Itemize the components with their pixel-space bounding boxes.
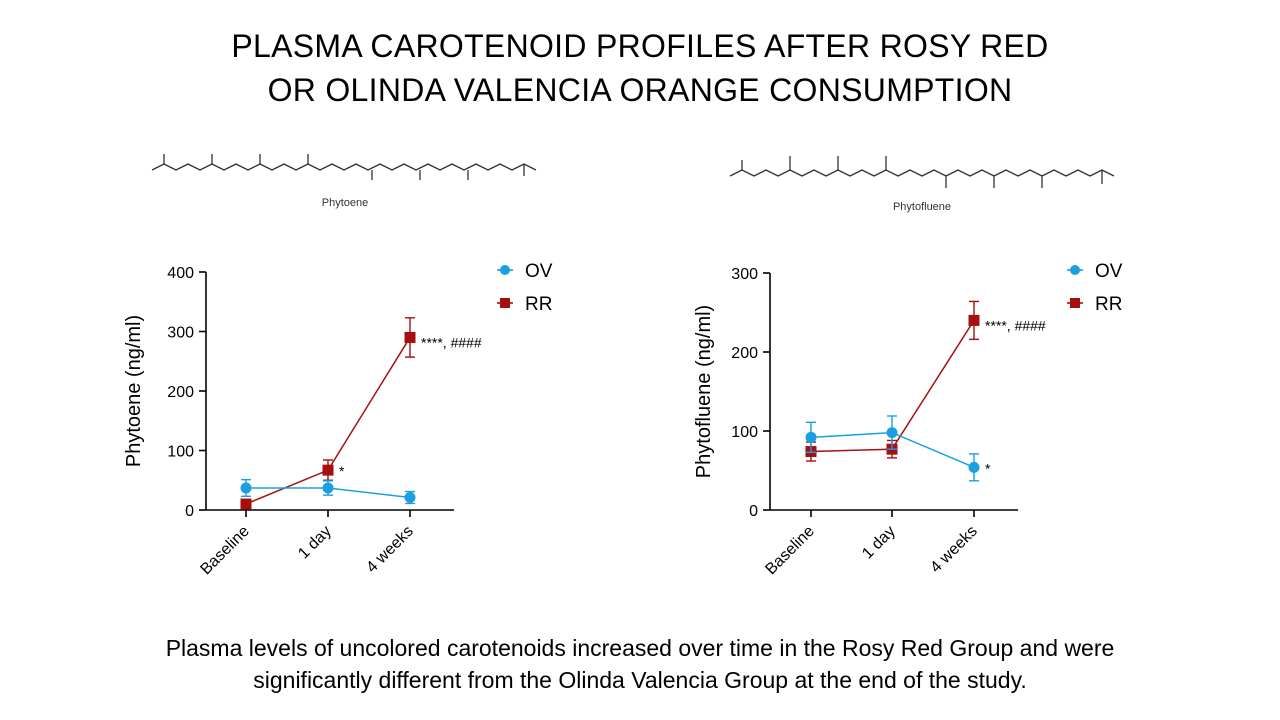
phytofluene-legend-ov-label: OV <box>1095 261 1123 282</box>
phytofluene-x-tick-label: Baseline <box>762 523 817 578</box>
phytofluene-legend-ov-marker <box>1070 265 1080 275</box>
phytofluene-x-tick-label: 1 day <box>859 523 899 563</box>
phytoene-molecule-structure: Phytoene <box>151 154 537 209</box>
phytoene-rr-point <box>240 498 252 510</box>
slide-title: PLASMA CAROTENOID PROFILES AFTER ROSY RE… <box>0 24 1280 112</box>
phytoene-panel: Phytoene 0 100 200 300 400 Baseline 1 day 4 wee… <box>100 140 620 620</box>
phytofluene-legend-rr-label: RR <box>1095 294 1122 315</box>
phytofluene-significance-annotation: ****, #### <box>985 317 1046 333</box>
phytoene-plot: 0 100 200 300 400 Baseline 1 day 4 weeks Phytoen… <box>123 261 553 578</box>
phytofluene-x-tick-label: 4 weeks <box>927 523 981 577</box>
phytoene-molecule-label: Phytoene <box>322 197 368 209</box>
phytoene-ov-point <box>322 482 334 494</box>
phytoene-x-tick-label: 4 weeks <box>363 523 417 577</box>
phytofluene-y-tick-label: 0 <box>749 503 758 520</box>
phytoene-legend-ov-marker <box>500 265 510 275</box>
title-line-2: OR OLINDA VALENCIA ORANGE CONSUMPTION <box>267 72 1013 108</box>
phytoene-rr-point <box>404 331 416 343</box>
phytoene-rr-point <box>322 464 334 476</box>
phytofluene-ov-point <box>968 461 980 473</box>
phytofluene-molecule-structure: Phytofluene <box>729 156 1115 213</box>
phytofluene-y-axis-label: Phytofluene (ng/ml) <box>693 305 715 478</box>
phytoene-x-tick-label: 1 day <box>295 523 335 563</box>
phytoene-significance-annotation: * <box>339 463 345 479</box>
caption-line-2: significantly different from the Olinda … <box>253 667 1027 693</box>
caption-line-1: Plasma levels of uncolored carotenoids i… <box>165 635 1115 661</box>
phytofluene-y-tick-label: 100 <box>731 424 758 441</box>
slide-caption: Plasma levels of uncolored carotenoids i… <box>0 632 1280 696</box>
phytoene-legend-rr-label: RR <box>525 294 552 315</box>
phytofluene-molecule-label: Phytofluene <box>893 201 951 213</box>
phytofluene-significance-annotation: * <box>985 460 991 476</box>
phytoene-legend-ov-label: OV <box>525 261 553 282</box>
phytofluene-y-tick-label: 300 <box>731 266 758 283</box>
phytoene-chart: Phytoene 0 100 200 300 400 Baseline 1 day 4 wee… <box>123 154 553 578</box>
phytofluene-y-tick-label: 200 <box>731 345 758 362</box>
phytofluene-ov-point <box>886 427 898 439</box>
phytofluene-ov-point <box>805 431 817 443</box>
phytofluene-legend-rr-marker <box>1070 298 1080 308</box>
phytofluene-chart: Phytofluene 0 100 200 300 Baseline 1 day 4 wee… <box>693 156 1123 578</box>
phytoene-legend-rr-marker <box>500 298 510 308</box>
phytoene-significance-annotation: ****, #### <box>421 334 482 350</box>
phytoene-x-tick-label: Baseline <box>197 523 252 578</box>
phytoene-y-tick-label: 200 <box>167 384 194 401</box>
phytofluene-rr-point <box>968 314 980 326</box>
phytofluene-plot: 0 100 200 300 Baseline 1 day 4 weeks Phytofluen… <box>693 261 1123 578</box>
phytoene-y-tick-label: 400 <box>167 265 194 282</box>
phytoene-y-tick-label: 100 <box>167 444 194 461</box>
phytoene-y-tick-label: 0 <box>185 503 194 520</box>
phytoene-ov-point <box>240 482 252 494</box>
phytoene-y-axis-label: Phytoene (ng/ml) <box>123 315 145 467</box>
phytofluene-panel: Phytofluene 0 100 200 300 Baseline 1 day 4 wee… <box>670 140 1190 620</box>
phytoene-y-tick-label: 300 <box>167 325 194 342</box>
phytoene-ov-point <box>404 492 416 504</box>
title-line-1: PLASMA CAROTENOID PROFILES AFTER ROSY RE… <box>231 28 1049 64</box>
